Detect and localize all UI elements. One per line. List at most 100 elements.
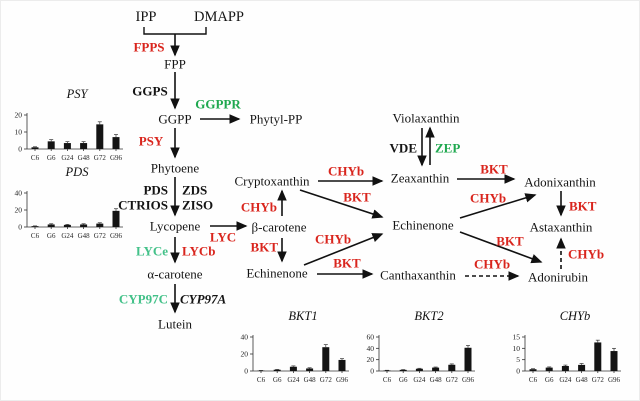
- bar-G48: [80, 143, 88, 149]
- metabolite-adonirubin: Adonirubin: [528, 269, 588, 285]
- x-category-label: G24: [559, 376, 572, 384]
- y-tick-label: 40: [367, 344, 375, 353]
- metabolite-dmapp: DMAPP: [194, 8, 244, 25]
- chart-pds: PDS 0 20 40 C6 G6 G24 G48 G72 G96: [5, 165, 129, 249]
- bracket-ipp-dmapp: [143, 27, 207, 35]
- enzyme-bkt-echinenone-to-canthaxanthin: BKT: [333, 255, 361, 271]
- bar-C6: [383, 370, 391, 371]
- enzyme-chyb-beta-to-cryptoxanthin: CHYb: [240, 199, 277, 215]
- metabolite-fpp: FPP: [164, 56, 186, 72]
- metabolite-lycopene: Lycopene: [149, 218, 201, 234]
- metabolite-zeaxanthin: Zeaxanthin: [390, 170, 450, 186]
- x-category-label: G48: [78, 232, 91, 240]
- y-tick-label: 60: [367, 333, 375, 342]
- x-category-label: G6: [273, 376, 282, 384]
- bar-G72: [322, 347, 330, 371]
- bar-G96: [464, 347, 472, 371]
- bar-G72: [448, 364, 456, 371]
- metabolite-lutein: Lutein: [158, 316, 192, 332]
- metabolite-ggpp: GGPP: [158, 111, 192, 127]
- bar-G48: [432, 367, 440, 371]
- enzyme-vde: VDE: [389, 140, 417, 156]
- chart-title-chyb: CHYb: [559, 309, 591, 323]
- bar-G6: [47, 224, 55, 227]
- chart-psy: PSY 0 10 20 C6 G6 G24 G48 G72 G96: [5, 87, 129, 171]
- x-category-label: G96: [110, 232, 123, 240]
- metabolite-echinenone-lower: Echinenone: [246, 265, 308, 281]
- enzyme-bkt-adonixanthin-to-astaxanthin: BKT: [569, 198, 597, 214]
- bar-G6: [273, 369, 281, 371]
- enzyme-chyb-canthaxanthin-to-adonirubin: CHYb: [473, 256, 511, 272]
- psy-bar-chart: 0 10 20 C6 G6 G24 G48 G72 G96: [15, 111, 123, 162]
- chyb-bar-chart: 0 5 10 15 C6 G6 G24 G48 G72 G96: [513, 333, 621, 384]
- metabolite-astaxanthin: Astaxanthin: [529, 219, 593, 235]
- bar-G6: [399, 369, 407, 371]
- enzyme-bkt-zeaxanthin-to-adonixanthin: BKT: [480, 161, 508, 177]
- metabolite-phytyl-pp: Phytyl-PP: [249, 111, 303, 127]
- metabolite-alpha-carotene: α-carotene: [147, 266, 203, 282]
- x-category-label: C6: [257, 376, 266, 384]
- x-category-label: G24: [61, 154, 74, 162]
- enzyme-lyce: LYCe: [135, 243, 168, 259]
- y-tick-label: 20: [15, 111, 23, 120]
- enzyme-bkt-cryptoxanthin-to-echinenone: BKT: [343, 189, 371, 205]
- enzyme-zep: ZEP: [435, 140, 461, 156]
- bar-G24: [415, 368, 423, 371]
- bar-G96: [610, 351, 618, 371]
- enzyme-ggppr: GGPPR: [195, 96, 241, 112]
- x-category-label: G72: [94, 154, 107, 162]
- metabolite-ipp: IPP: [135, 8, 157, 25]
- y-tick-label: 15: [513, 333, 521, 342]
- x-category-label: G24: [287, 376, 300, 384]
- bar-G48: [578, 364, 586, 371]
- y-tick-label: 0: [18, 223, 22, 232]
- chart-title-pds: PDS: [65, 165, 89, 179]
- x-category-label: G96: [608, 376, 621, 384]
- bar-C6: [529, 369, 537, 371]
- arrow-cryptoxanthin-echinenone: [299, 189, 384, 219]
- x-category-label: G72: [446, 376, 459, 384]
- enzyme-ctrios: CTRIOS: [118, 197, 168, 213]
- x-category-label: G72: [320, 376, 333, 384]
- y-tick-label: 10: [513, 344, 521, 353]
- enzyme-lycb: LYCb: [182, 243, 216, 259]
- enzyme-cyp97c: CYP97C: [118, 291, 168, 307]
- enzyme-fpps: FPPS: [133, 39, 165, 55]
- enzyme-ggps: GGPS: [132, 83, 168, 99]
- arrow-echinenone-adonirubin: [459, 231, 543, 264]
- pds-bar-chart: 0 20 40 C6 G6 G24 G48 G72 G96: [15, 189, 123, 240]
- bar-G72: [96, 124, 104, 149]
- chart-bkt1: BKT1 0 20 40 C6 G6 G24 G48 G72 G96: [231, 309, 355, 393]
- y-tick-label: 0: [516, 367, 520, 376]
- enzyme-ziso: ZISO: [182, 197, 214, 213]
- enzyme-chyb-adonirubin-to-astaxanthin: CHYb: [568, 246, 605, 262]
- y-tick-label: 5: [516, 355, 520, 364]
- bkt1-bar-chart: 0 20 40 C6 G6 G24 G48 G72 G96: [241, 333, 349, 384]
- bar-C6: [31, 226, 39, 227]
- chart-title-psy: PSY: [66, 87, 88, 101]
- y-tick-label: 20: [241, 350, 249, 359]
- y-tick-label: 0: [18, 145, 22, 154]
- x-category-label: G48: [430, 376, 443, 384]
- bar-G96: [112, 210, 120, 227]
- metabolite-cryptoxanthin: Cryptoxanthin: [234, 173, 310, 189]
- x-category-label: C6: [529, 376, 538, 384]
- enzyme-chyb-echinenone-to-adonixanthin: CHYb: [469, 190, 507, 206]
- metabolite-beta-carotene: β-carotene: [251, 219, 307, 235]
- x-category-label: C6: [31, 232, 40, 240]
- bar-G72: [96, 223, 104, 227]
- bar-G6: [47, 141, 55, 149]
- x-category-label: G48: [576, 376, 589, 384]
- enzyme-bkt-echinenone-to-adonirubin: BKT: [496, 233, 524, 249]
- bar-G24: [63, 143, 71, 149]
- chart-title-bkt1: BKT1: [288, 309, 318, 323]
- metabolite-phytoene: Phytoene: [150, 160, 200, 176]
- enzyme-zds: ZDS: [182, 182, 208, 198]
- x-category-label: G24: [413, 376, 426, 384]
- metabolite-adonixanthin: Adonixanthin: [524, 174, 596, 190]
- bar-G96: [338, 359, 346, 371]
- x-category-label: G6: [47, 232, 56, 240]
- bar-C6: [31, 147, 39, 149]
- arrow-echinenone-echinenone: [303, 233, 384, 266]
